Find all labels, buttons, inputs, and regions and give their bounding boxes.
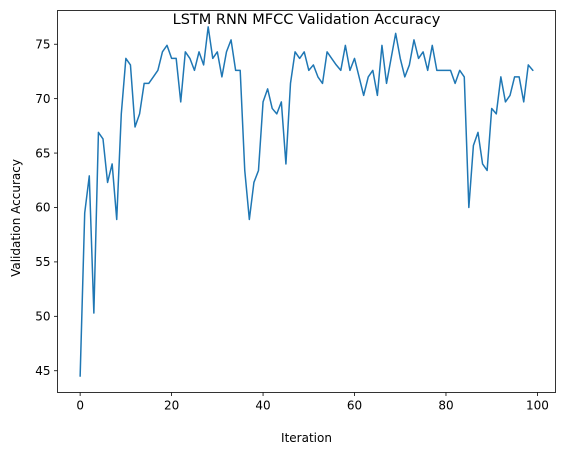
chart-title: LSTM RNN MFCC Validation Accuracy [173,12,441,28]
plot-area: 0 20 40 60 80 100 45 50 55 60 65 70 75 [35,10,556,413]
y-axis-label: Validation Accuracy [9,159,23,277]
y-tick-label: 55 [35,255,50,269]
x-axis-label: Iteration [281,431,332,445]
plot-frame [57,10,556,393]
x-tick-label: 60 [347,399,362,413]
y-axis: 45 50 55 60 65 70 75 [35,37,58,378]
y-tick-label: 60 [35,201,50,215]
y-tick-label: 75 [35,37,50,51]
x-tick-label: 0 [76,399,84,413]
y-tick-label: 45 [35,364,50,378]
x-tick-label: 40 [255,399,270,413]
x-tick-label: 20 [164,399,179,413]
x-axis: 0 20 40 60 80 100 [76,392,549,413]
y-tick-label: 70 [35,92,50,106]
x-tick-label: 100 [526,399,549,413]
y-tick-label: 50 [35,310,50,324]
series-line [79,26,534,377]
y-tick-label: 65 [35,146,50,160]
x-tick-label: 80 [438,399,453,413]
